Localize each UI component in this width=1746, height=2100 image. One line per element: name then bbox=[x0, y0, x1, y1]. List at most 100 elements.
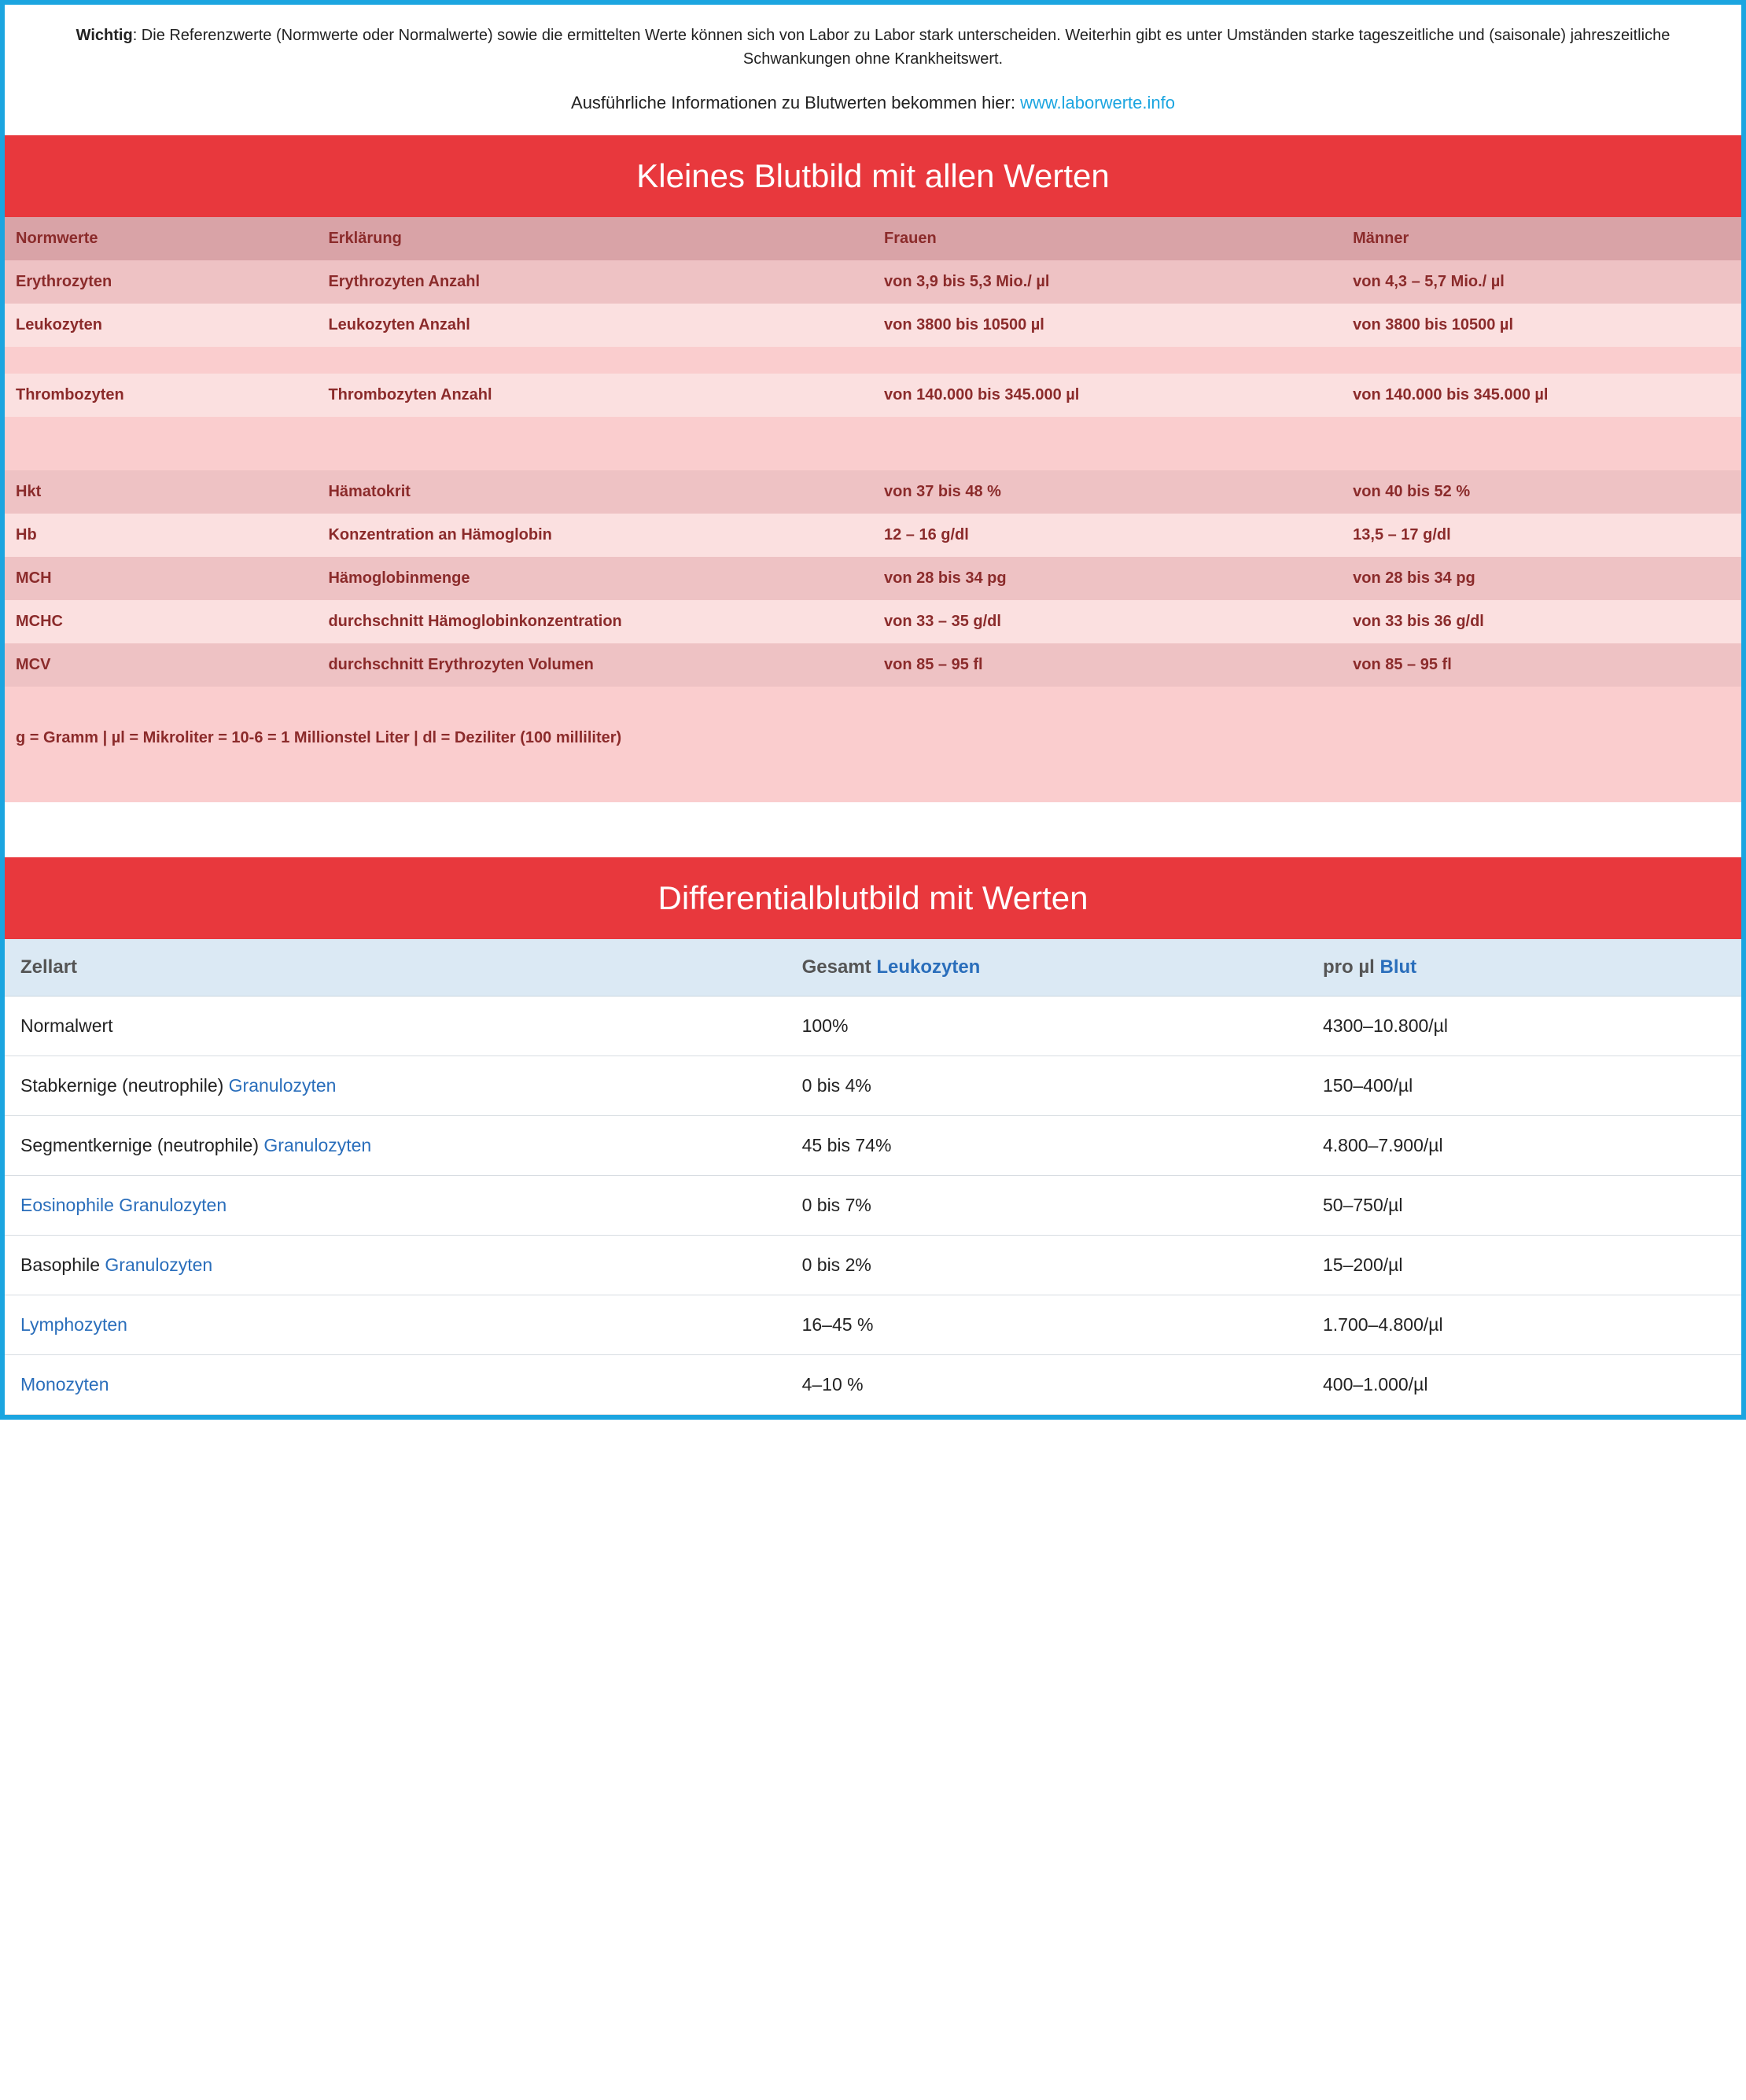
legend-text: g = Gramm | µl = Mikroliter = 10-6 = 1 M… bbox=[5, 713, 1741, 763]
cell: 0 bis 4% bbox=[786, 1056, 1307, 1116]
spacer-row bbox=[5, 347, 1741, 374]
cell: 400–1.000/µl bbox=[1307, 1355, 1741, 1415]
cell: von 4,3 – 5,7 Mio./ µl bbox=[1342, 260, 1741, 304]
table-row: Leukozyten Leukozyten Anzahl von 3800 bi… bbox=[5, 304, 1741, 347]
legend-row: g = Gramm | µl = Mikroliter = 10-6 = 1 M… bbox=[5, 713, 1741, 763]
cell: 4.800–7.900/µl bbox=[1307, 1116, 1741, 1176]
cell: Konzentration an Hämoglobin bbox=[317, 514, 873, 557]
cell: Leukozyten Anzahl bbox=[317, 304, 873, 347]
cell: Thrombozyten bbox=[5, 374, 317, 417]
cell: Eosinophile Granulozyten bbox=[5, 1176, 786, 1236]
cell: Basophile Granulozyten bbox=[5, 1236, 786, 1295]
table-row: MCH Hämoglobinmenge von 28 bis 34 pg von… bbox=[5, 557, 1741, 600]
cell-pre: Basophile bbox=[20, 1254, 105, 1275]
t1-h1: Erklärung bbox=[317, 217, 873, 260]
table-row: MCHC durchschnitt Hämoglobinkonzentratio… bbox=[5, 600, 1741, 643]
intro-bold-label: Wichtig bbox=[76, 27, 133, 44]
t1-h3: Männer bbox=[1342, 217, 1741, 260]
intro-paragraph: Wichtig: Die Referenzwerte (Normwerte od… bbox=[5, 5, 1741, 79]
cell-pre: Normalwert bbox=[20, 1015, 113, 1036]
cell: durchschnitt Erythrozyten Volumen bbox=[317, 643, 873, 687]
cell: 1.700–4.800/µl bbox=[1307, 1295, 1741, 1355]
cell: von 40 bis 52 % bbox=[1342, 470, 1741, 514]
cell: von 140.000 bis 345.000 µl bbox=[1342, 374, 1741, 417]
t2-h1-link[interactable]: Leukozyten bbox=[876, 956, 980, 978]
table-row: Segmentkernige (neutrophile) Granulozyte… bbox=[5, 1116, 1741, 1176]
cell: 15–200/µl bbox=[1307, 1236, 1741, 1295]
cell: 45 bis 74% bbox=[786, 1116, 1307, 1176]
cell: Thrombozyten Anzahl bbox=[317, 374, 873, 417]
cell: 12 – 16 g/dl bbox=[873, 514, 1342, 557]
cell-pre: Stabkernige (neutrophile) bbox=[20, 1075, 229, 1096]
cell: 0 bis 7% bbox=[786, 1176, 1307, 1236]
cell: 50–750/µl bbox=[1307, 1176, 1741, 1236]
table-row: Lymphozyten 16–45 % 1.700–4.800/µl bbox=[5, 1295, 1741, 1355]
cell: von 37 bis 48 % bbox=[873, 470, 1342, 514]
cell: Hämatokrit bbox=[317, 470, 873, 514]
table-row: Thrombozyten Thrombozyten Anzahl von 140… bbox=[5, 374, 1741, 417]
cell: Stabkernige (neutrophile) Granulozyten bbox=[5, 1056, 786, 1116]
cell-link[interactable]: Granulozyten bbox=[229, 1075, 337, 1096]
cell: Erythrozyten Anzahl bbox=[317, 260, 873, 304]
t2-h2-pre: pro µl bbox=[1323, 956, 1380, 978]
cell-link[interactable]: Lymphozyten bbox=[20, 1314, 127, 1335]
cell: Hkt bbox=[5, 470, 317, 514]
cell: Erythrozyten bbox=[5, 260, 317, 304]
spacer-row bbox=[5, 687, 1741, 713]
cell: Monozyten bbox=[5, 1355, 786, 1415]
cell: von 33 bis 36 g/dl bbox=[1342, 600, 1741, 643]
document-frame: Wichtig: Die Referenzwerte (Normwerte od… bbox=[0, 0, 1746, 1420]
t2-h1: Gesamt Leukozyten bbox=[786, 939, 1307, 997]
cell: 4300–10.800/µl bbox=[1307, 997, 1741, 1056]
table2-header-row: Zellart Gesamt Leukozyten pro µl Blut bbox=[5, 939, 1741, 997]
cell: von 3800 bis 10500 µl bbox=[1342, 304, 1741, 347]
intro-text: : Die Referenzwerte (Normwerte oder Norm… bbox=[133, 27, 1670, 68]
table1-header-row: Normwerte Erklärung Frauen Männer bbox=[5, 217, 1741, 260]
t2-h0: Zellart bbox=[5, 939, 786, 997]
table-row: Normalwert 100% 4300–10.800/µl bbox=[5, 997, 1741, 1056]
cell: von 3,9 bis 5,3 Mio./ µl bbox=[873, 260, 1342, 304]
cell: von 3800 bis 10500 µl bbox=[873, 304, 1342, 347]
cell: 13,5 – 17 g/dl bbox=[1342, 514, 1741, 557]
table-row: Erythrozyten Erythrozyten Anzahl von 3,9… bbox=[5, 260, 1741, 304]
cell: 0 bis 2% bbox=[786, 1236, 1307, 1295]
info-prefix: Ausführliche Informationen zu Blutwerten… bbox=[571, 93, 1020, 112]
cell-link[interactable]: Monozyten bbox=[20, 1374, 109, 1394]
cell: 100% bbox=[786, 997, 1307, 1056]
cell: 150–400/µl bbox=[1307, 1056, 1741, 1116]
cell: von 85 – 95 fl bbox=[873, 643, 1342, 687]
cell: von 33 – 35 g/dl bbox=[873, 600, 1342, 643]
t2-h2-link[interactable]: Blut bbox=[1379, 956, 1416, 978]
info-link[interactable]: www.laborwerte.info bbox=[1020, 93, 1175, 112]
cell: Lymphozyten bbox=[5, 1295, 786, 1355]
t1-h0: Normwerte bbox=[5, 217, 317, 260]
t2-h1-pre: Gesamt bbox=[802, 956, 877, 978]
cell: durchschnitt Hämoglobinkonzentration bbox=[317, 600, 873, 643]
table-row: Eosinophile Granulozyten 0 bis 7% 50–750… bbox=[5, 1176, 1741, 1236]
spacer-row bbox=[5, 444, 1741, 470]
cell: Hämoglobinmenge bbox=[317, 557, 873, 600]
cell: Leukozyten bbox=[5, 304, 317, 347]
differential-table: Zellart Gesamt Leukozyten pro µl Blut No… bbox=[5, 939, 1741, 1415]
table2-banner: Differentialblutbild mit Werten bbox=[5, 857, 1741, 939]
spacer-row bbox=[5, 417, 1741, 444]
cell: 4–10 % bbox=[786, 1355, 1307, 1415]
cell: MCHC bbox=[5, 600, 317, 643]
info-line: Ausführliche Informationen zu Blutwerten… bbox=[5, 79, 1741, 135]
t2-h2: pro µl Blut bbox=[1307, 939, 1741, 997]
t1-h2: Frauen bbox=[873, 217, 1342, 260]
cell-link[interactable]: Granulozyten bbox=[263, 1135, 371, 1155]
cell: Hb bbox=[5, 514, 317, 557]
table-row: Stabkernige (neutrophile) Granulozyten 0… bbox=[5, 1056, 1741, 1116]
table1-banner: Kleines Blutbild mit allen Werten bbox=[5, 135, 1741, 217]
blood-values-table: Normwerte Erklärung Frauen Männer Erythr… bbox=[5, 217, 1741, 802]
table-row: Hkt Hämatokrit von 37 bis 48 % von 40 bi… bbox=[5, 470, 1741, 514]
table-row: Monozyten 4–10 % 400–1.000/µl bbox=[5, 1355, 1741, 1415]
cell-link[interactable]: Granulozyten bbox=[105, 1254, 212, 1275]
cell: von 85 – 95 fl bbox=[1342, 643, 1741, 687]
cell: MCV bbox=[5, 643, 317, 687]
tail-row bbox=[5, 763, 1741, 802]
table-row: Basophile Granulozyten 0 bis 2% 15–200/µ… bbox=[5, 1236, 1741, 1295]
cell-link[interactable]: Eosinophile Granulozyten bbox=[20, 1195, 227, 1215]
table-row: MCV durchschnitt Erythrozyten Volumen vo… bbox=[5, 643, 1741, 687]
